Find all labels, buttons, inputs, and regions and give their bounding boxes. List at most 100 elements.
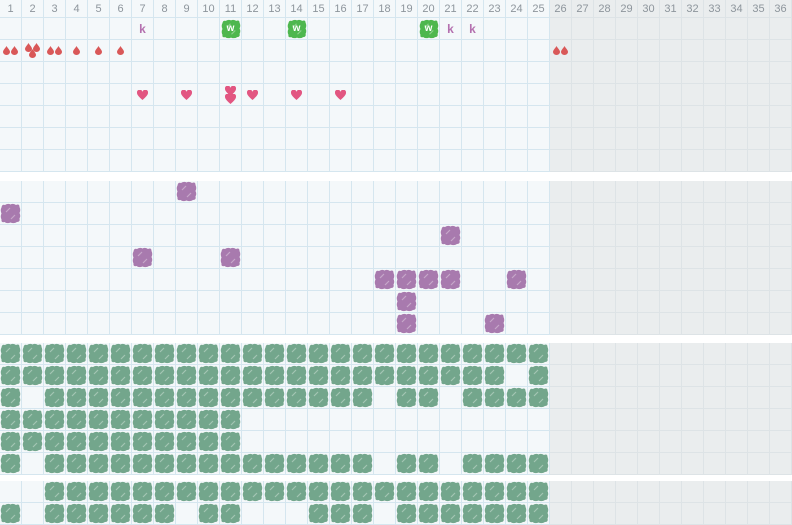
day-cell[interactable]: [286, 84, 308, 106]
day-cell[interactable]: [506, 40, 528, 62]
day-cell[interactable]: [638, 18, 660, 40]
day-cell[interactable]: [22, 453, 44, 475]
day-cell[interactable]: [660, 387, 682, 409]
day-cell[interactable]: [352, 150, 374, 172]
day-cell[interactable]: [638, 291, 660, 313]
day-cell[interactable]: [770, 387, 792, 409]
day-cell[interactable]: [704, 269, 726, 291]
day-cell[interactable]: [704, 453, 726, 475]
day-cell[interactable]: [154, 313, 176, 335]
day-cell[interactable]: [44, 203, 66, 225]
day-cell[interactable]: [352, 225, 374, 247]
day-cell[interactable]: [748, 225, 770, 247]
day-cell[interactable]: [220, 291, 242, 313]
day-cell[interactable]: [308, 84, 330, 106]
day-cell[interactable]: [220, 313, 242, 335]
day-cell[interactable]: [242, 225, 264, 247]
day-cell[interactable]: [638, 247, 660, 269]
day-cell[interactable]: [352, 40, 374, 62]
day-cell[interactable]: [440, 203, 462, 225]
day-cell[interactable]: [308, 291, 330, 313]
day-cell[interactable]: [264, 365, 286, 387]
day-cell[interactable]: [594, 62, 616, 84]
day-cell[interactable]: [44, 181, 66, 203]
day-cell[interactable]: [330, 40, 352, 62]
day-cell[interactable]: [726, 106, 748, 128]
day-cell[interactable]: [572, 18, 594, 40]
day-cell[interactable]: [198, 365, 220, 387]
day-cell[interactable]: [638, 225, 660, 247]
day-cell[interactable]: [484, 365, 506, 387]
day-cell[interactable]: [44, 503, 66, 525]
day-cell[interactable]: [220, 365, 242, 387]
day-cell[interactable]: [374, 128, 396, 150]
day-cell[interactable]: [726, 313, 748, 335]
day-cell[interactable]: [176, 106, 198, 128]
day-cell[interactable]: [528, 343, 550, 365]
day-cell[interactable]: [242, 247, 264, 269]
day-cell[interactable]: [264, 291, 286, 313]
day-cell[interactable]: [198, 128, 220, 150]
day-cell[interactable]: [176, 269, 198, 291]
day-cell[interactable]: [198, 343, 220, 365]
day-cell[interactable]: [330, 84, 352, 106]
day-cell[interactable]: [352, 269, 374, 291]
day-cell[interactable]: [132, 247, 154, 269]
day-cell[interactable]: [22, 387, 44, 409]
day-cell[interactable]: [44, 409, 66, 431]
day-cell[interactable]: [440, 225, 462, 247]
day-cell[interactable]: [506, 503, 528, 525]
day-cell[interactable]: [374, 269, 396, 291]
day-cell[interactable]: [550, 150, 572, 172]
day-cell[interactable]: [22, 481, 44, 503]
day-cell[interactable]: [528, 106, 550, 128]
day-cell[interactable]: [330, 481, 352, 503]
day-cell[interactable]: [330, 150, 352, 172]
day-cell[interactable]: [374, 365, 396, 387]
day-cell[interactable]: [616, 453, 638, 475]
day-cell[interactable]: [154, 18, 176, 40]
day-cell[interactable]: [770, 503, 792, 525]
day-cell[interactable]: [286, 203, 308, 225]
day-cell[interactable]: [286, 343, 308, 365]
day-cell[interactable]: [506, 62, 528, 84]
day-cell[interactable]: [440, 291, 462, 313]
day-cell[interactable]: [484, 106, 506, 128]
day-cell[interactable]: [44, 365, 66, 387]
day-cell[interactable]: [594, 503, 616, 525]
day-cell[interactable]: [176, 503, 198, 525]
day-cell[interactable]: [0, 203, 22, 225]
day-cell[interactable]: [308, 365, 330, 387]
day-cell[interactable]: [286, 40, 308, 62]
day-cell[interactable]: [660, 128, 682, 150]
day-cell[interactable]: [22, 203, 44, 225]
day-cell[interactable]: [726, 387, 748, 409]
day-cell[interactable]: [154, 343, 176, 365]
day-cell[interactable]: [770, 84, 792, 106]
day-cell[interactable]: [638, 453, 660, 475]
day-cell[interactable]: [66, 453, 88, 475]
day-cell[interactable]: [418, 181, 440, 203]
day-cell[interactable]: [22, 106, 44, 128]
day-cell[interactable]: [770, 269, 792, 291]
day-cell[interactable]: [0, 409, 22, 431]
day-cell[interactable]: [0, 365, 22, 387]
day-cell[interactable]: [528, 84, 550, 106]
day-cell[interactable]: [352, 481, 374, 503]
day-cell[interactable]: [176, 62, 198, 84]
day-cell[interactable]: [462, 313, 484, 335]
day-cell[interactable]: [528, 503, 550, 525]
day-cell[interactable]: [154, 247, 176, 269]
day-cell[interactable]: [726, 181, 748, 203]
day-cell[interactable]: [110, 343, 132, 365]
day-cell[interactable]: [154, 203, 176, 225]
day-cell[interactable]: [132, 84, 154, 106]
day-cell[interactable]: [110, 181, 132, 203]
day-cell[interactable]: [0, 150, 22, 172]
day-cell[interactable]: [286, 453, 308, 475]
day-cell[interactable]: [308, 181, 330, 203]
day-cell[interactable]: [550, 313, 572, 335]
day-cell[interactable]: [374, 481, 396, 503]
day-cell[interactable]: [396, 313, 418, 335]
day-cell[interactable]: [44, 291, 66, 313]
